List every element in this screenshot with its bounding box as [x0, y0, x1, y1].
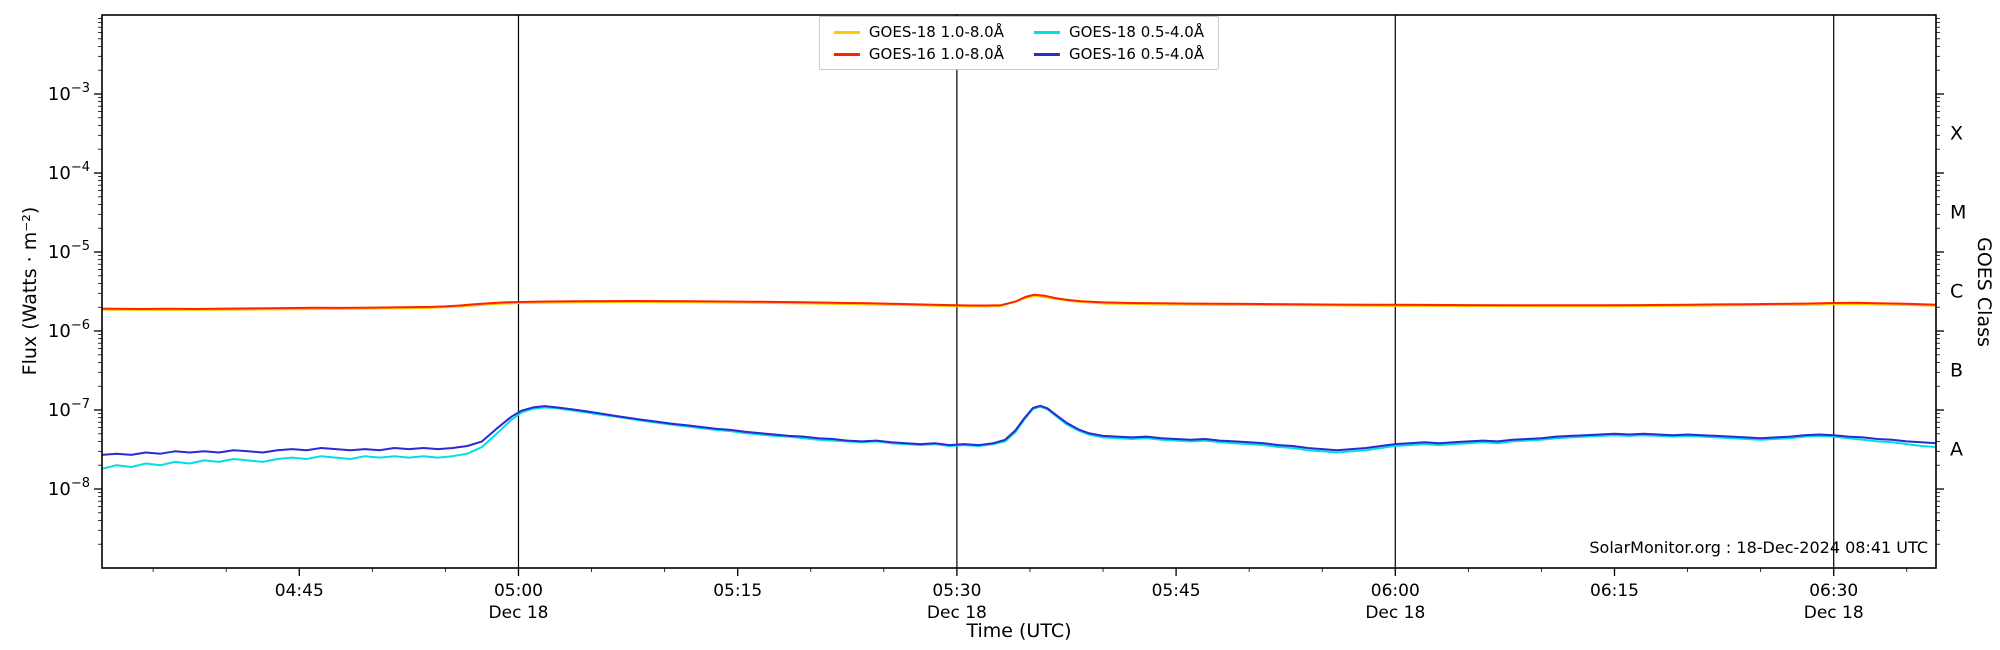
x-tick-label: 05:15	[713, 581, 762, 601]
x-tick-label: 04:45	[275, 581, 324, 601]
x-tick-date-label: Dec 18	[1804, 603, 1864, 623]
x-tick-label: 05:00	[494, 581, 543, 601]
x-tick-date-label: Dec 18	[927, 603, 987, 623]
legend-label: GOES-18 1.0-8.0Å	[868, 23, 1004, 41]
series-lines	[102, 293, 1936, 470]
x-tick-label: 05:45	[1152, 581, 1201, 601]
legend-item-goes-16-0-5-4-0: GOES-16 0.5-4.0Å	[1034, 45, 1204, 63]
legend-label: GOES-16 0.5-4.0Å	[1069, 45, 1205, 63]
x-tick-label: 06:15	[1590, 581, 1639, 601]
legend-label: GOES-16 1.0-8.0Å	[868, 45, 1004, 63]
legend-swatch	[1034, 52, 1060, 56]
y-tick-label: 10−8	[48, 476, 90, 500]
goes-class-labels: X M C B A	[1950, 123, 1966, 461]
goes-class-label: M	[1950, 202, 1966, 224]
y-tick-label: 10−4	[48, 160, 90, 184]
x-tick-label: 06:30	[1809, 581, 1858, 601]
legend-swatch	[833, 30, 860, 34]
y-axis-label: Flux (Watts · m⁻²)	[19, 206, 41, 376]
y-tick-label: 10−6	[48, 318, 90, 342]
legend-swatch	[1034, 30, 1060, 34]
legend: GOES-18 1.0-8.0Å GOES-16 1.0-8.0Å GOES-18 …	[818, 16, 1220, 70]
y-axis-ticks: 10−3 10−4 10−5 10−6 10−7 10−8	[48, 18, 1944, 545]
series-goes-16-1-0-8-0	[102, 293, 1936, 310]
y-tick-label: 10−7	[48, 397, 90, 421]
plot-frame	[101, 14, 1937, 569]
right-axis-label: GOES Class	[1973, 237, 1995, 347]
x-tick-date-label: Dec 18	[1365, 603, 1425, 623]
series-goes-18-0-5-4-0	[102, 405, 1936, 470]
legend-swatch	[833, 52, 860, 56]
x-axis-label: Time (UTC)	[966, 620, 1072, 642]
x-tick-label: 05:30	[932, 581, 981, 601]
legend-label: GOES-18 0.5-4.0Å	[1069, 23, 1205, 41]
vertical-gridlines	[517, 15, 1835, 568]
goes-class-label: X	[1950, 123, 1963, 145]
y-tick-label: 10−3	[48, 81, 90, 105]
legend-item-goes-18-1-0-8-0: GOES-18 1.0-8.0Å	[833, 23, 1004, 41]
y-tick-label: 10−5	[48, 239, 90, 263]
goes-class-label: A	[1950, 439, 1963, 461]
goes-class-label: B	[1950, 360, 1963, 382]
series-goes-16-0-5-4-0	[102, 404, 1936, 456]
goes-class-label: C	[1950, 281, 1963, 303]
watermark-annotation: SolarMonitor.org : 18-Dec-2024 08:41 UTC	[1589, 538, 1928, 557]
x-tick-date-label: Dec 18	[489, 603, 549, 623]
legend-item-goes-18-0-5-4-0: GOES-18 0.5-4.0Å	[1034, 23, 1204, 41]
x-tick-label: 06:00	[1371, 581, 1420, 601]
legend-item-goes-16-1-0-8-0: GOES-16 1.0-8.0Å	[833, 45, 1004, 63]
